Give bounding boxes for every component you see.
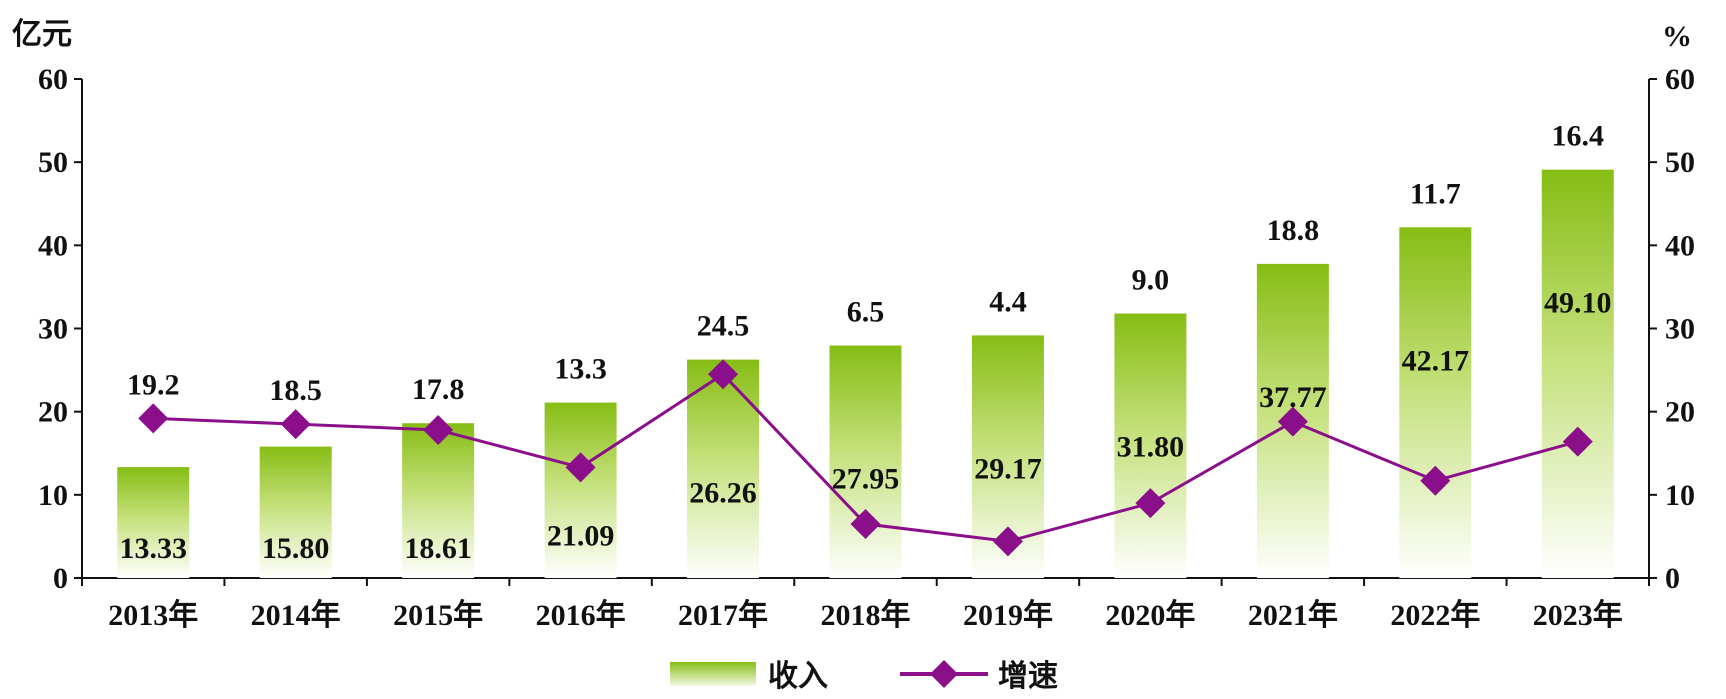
revenue-bar bbox=[829, 345, 902, 578]
growth-marker bbox=[565, 452, 596, 483]
growth-label: 17.8 bbox=[412, 373, 465, 406]
revenue-bar-label: 49.10 bbox=[1544, 287, 1612, 320]
revenue-bar bbox=[687, 359, 760, 578]
legend-label-growth: 增速 bbox=[998, 660, 1058, 693]
left-tick-label: 20 bbox=[38, 396, 68, 429]
growth-line-labels: 19.2 18.5 17.8 13.3 24.5 6.5 4.4 9.0 18.8 11.7 16.… bbox=[127, 120, 1604, 407]
growth-marker bbox=[1277, 406, 1308, 437]
right-tick-label: 0 bbox=[1665, 562, 1680, 595]
x-category-label: 2021年 bbox=[1248, 599, 1338, 632]
right-tick-label: 40 bbox=[1665, 229, 1695, 262]
revenue-bar-label: 31.80 bbox=[1117, 431, 1185, 464]
growth-label: 19.2 bbox=[127, 368, 180, 401]
revenue-bar-label: 27.95 bbox=[832, 463, 900, 496]
growth-label: 6.5 bbox=[847, 296, 885, 329]
revenue-bar bbox=[544, 402, 617, 578]
revenue-bar bbox=[259, 446, 332, 578]
left-tick-label: 30 bbox=[38, 313, 68, 346]
left-tick-label: 40 bbox=[38, 229, 68, 262]
growth-marker bbox=[992, 526, 1023, 557]
revenue-bar-label: 42.17 bbox=[1402, 344, 1470, 377]
revenue-bar-label: 13.33 bbox=[119, 532, 187, 565]
growth-line-series bbox=[138, 359, 1593, 557]
growth-label: 11.7 bbox=[1410, 177, 1461, 210]
x-category-label: 2017年 bbox=[678, 599, 768, 632]
revenue-bar bbox=[1399, 227, 1472, 578]
x-category-label: 2019年 bbox=[963, 599, 1053, 632]
right-tick-label: 50 bbox=[1665, 146, 1695, 179]
x-category-label: 2014年 bbox=[251, 599, 341, 632]
growth-marker bbox=[1420, 465, 1451, 496]
growth-marker bbox=[280, 409, 311, 440]
growth-label: 9.0 bbox=[1132, 264, 1170, 297]
growth-label: 24.5 bbox=[697, 310, 750, 343]
right-tick-label: 10 bbox=[1665, 479, 1695, 512]
growth-marker bbox=[138, 403, 169, 434]
revenue-bar-label: 21.09 bbox=[547, 520, 615, 553]
left-tick-label: 60 bbox=[38, 63, 68, 96]
right-axis-ticks: 0 10 20 30 40 50 60 bbox=[1649, 63, 1695, 595]
revenue-bar bbox=[402, 423, 475, 578]
right-tick-label: 30 bbox=[1665, 313, 1695, 346]
growth-label: 18.5 bbox=[269, 374, 322, 407]
right-tick-label: 60 bbox=[1665, 63, 1695, 96]
revenue-bar-labels: 13.33 15.80 18.61 21.09 26.26 27.95 29.17 31.80… bbox=[119, 287, 1611, 565]
x-category-label: 2016年 bbox=[536, 599, 626, 632]
growth-label: 18.8 bbox=[1267, 214, 1320, 247]
legend: 收入 增速 bbox=[670, 660, 1058, 693]
revenue-bar bbox=[1541, 169, 1614, 578]
legend-marker-growth bbox=[930, 660, 958, 688]
x-category-label: 2020年 bbox=[1105, 599, 1195, 632]
revenue-bar-label: 29.17 bbox=[974, 452, 1042, 485]
revenue-bars bbox=[117, 169, 1614, 578]
growth-marker bbox=[423, 414, 454, 445]
growth-marker bbox=[1562, 426, 1593, 457]
x-axis-ticks bbox=[81, 578, 1650, 586]
x-category-label: 2023年 bbox=[1533, 599, 1623, 632]
revenue-bar bbox=[1114, 313, 1187, 578]
revenue-bar-label: 26.26 bbox=[689, 477, 757, 510]
legend-swatch-revenue bbox=[670, 662, 756, 686]
left-axis-ticks: 0 10 20 30 40 50 60 bbox=[38, 63, 82, 595]
growth-label: 4.4 bbox=[989, 285, 1027, 318]
legend-label-revenue: 收入 bbox=[768, 660, 828, 693]
x-category-label: 2022年 bbox=[1390, 599, 1480, 632]
revenue-bar-label: 18.61 bbox=[404, 532, 472, 565]
right-tick-label: 20 bbox=[1665, 396, 1695, 429]
left-axis-unit: 亿元 bbox=[12, 18, 72, 51]
revenue-bar-label: 15.80 bbox=[262, 532, 330, 565]
left-tick-label: 50 bbox=[38, 146, 68, 179]
growth-marker bbox=[1135, 488, 1166, 519]
left-tick-label: 0 bbox=[53, 562, 68, 595]
left-tick-label: 10 bbox=[38, 479, 68, 512]
growth-label: 13.3 bbox=[554, 353, 607, 386]
x-category-label: 2015年 bbox=[393, 599, 483, 632]
revenue-bar bbox=[117, 467, 190, 578]
right-axis-unit: % bbox=[1662, 20, 1692, 53]
x-axis-category-labels: 2013年 2014年 2015年 2016年 2017年 2018年 2019年 2020年… bbox=[108, 599, 1623, 632]
x-category-label: 2013年 bbox=[108, 599, 198, 632]
growth-marker bbox=[708, 359, 739, 390]
x-category-label: 2018年 bbox=[821, 599, 911, 632]
growth-marker bbox=[850, 508, 881, 539]
growth-label: 16.4 bbox=[1552, 120, 1605, 153]
